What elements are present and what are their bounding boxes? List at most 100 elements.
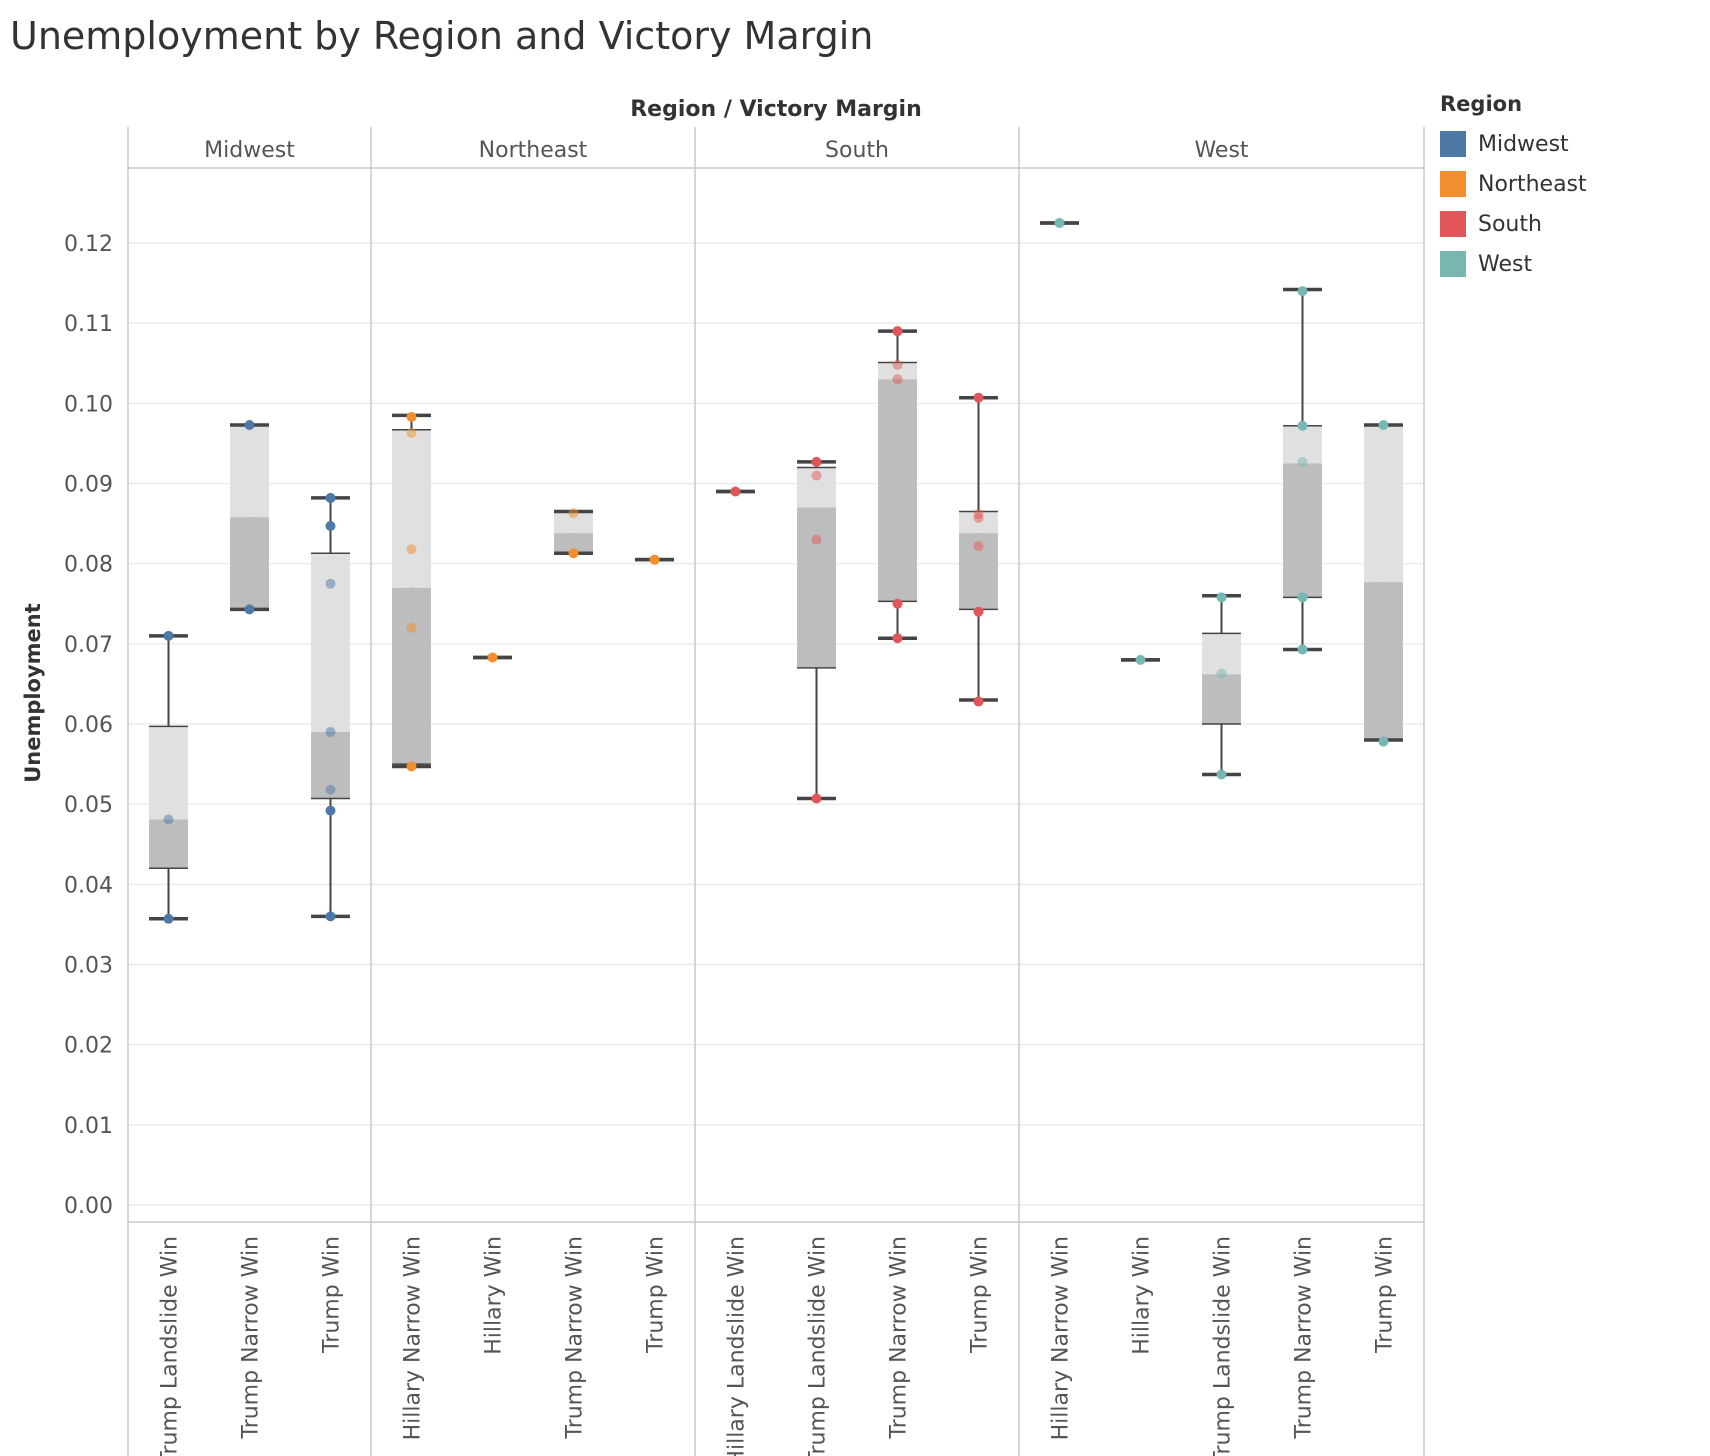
data-point <box>244 604 255 615</box>
legend-swatch-west <box>1440 251 1466 277</box>
data-point <box>649 554 660 565</box>
x-tick-label: Hillary Win <box>482 1236 507 1355</box>
x-tick-label: Trump Win <box>320 1236 345 1354</box>
data-point <box>568 548 579 559</box>
data-point <box>406 761 417 772</box>
data-point <box>1297 592 1308 603</box>
box-lower <box>1364 582 1403 741</box>
box-lower <box>1283 463 1322 598</box>
data-point <box>811 456 822 467</box>
x-tick-label: Hillary Landslide Win <box>725 1236 750 1456</box>
legend-swatch-midwest <box>1440 131 1466 157</box>
x-tick-label: Trump Win <box>1373 1236 1398 1354</box>
data-point <box>406 427 417 438</box>
box-lower <box>797 507 836 668</box>
legend-label-west: West <box>1478 251 1533 277</box>
y-tick-label: 0.01 <box>64 1114 113 1139</box>
x-tick-label: Hillary Win <box>1130 1236 1155 1355</box>
legend: Region Midwest Northeast South West <box>1440 92 1587 284</box>
data-point <box>325 784 336 795</box>
x-tick-label: Hillary Narrow Win <box>1049 1236 1074 1440</box>
box-lower <box>554 533 593 554</box>
box-upper <box>1364 424 1403 583</box>
legend-label-south: South <box>1478 211 1542 237</box>
y-axis-title: Unemployment <box>21 603 45 783</box>
box-upper <box>1202 633 1241 675</box>
data-point <box>1216 769 1227 780</box>
x-tick-label: Trump Landslide Win <box>806 1236 831 1456</box>
data-point <box>973 541 984 552</box>
x-tick-label: Trump Narrow Win <box>1292 1236 1317 1440</box>
box-upper <box>554 511 593 534</box>
data-point <box>406 411 417 422</box>
data-point <box>1216 668 1227 679</box>
data-point <box>487 652 498 663</box>
box-upper <box>878 362 917 380</box>
x-tick-label: Trump Narrow Win <box>563 1236 588 1440</box>
data-point <box>1297 644 1308 655</box>
panel-header-northeast: Northeast <box>479 138 588 163</box>
data-point <box>973 606 984 617</box>
data-point <box>811 793 822 804</box>
x-tick-label: Trump Narrow Win <box>239 1236 264 1440</box>
data-point <box>892 598 903 609</box>
y-tick-label: 0.06 <box>64 713 113 738</box>
box-lower <box>149 819 188 869</box>
x-tick-label: Trump Win <box>968 1236 993 1354</box>
data-point <box>1054 217 1065 228</box>
legend-swatch-northeast <box>1440 171 1466 197</box>
x-tick-label: Trump Win <box>644 1236 669 1354</box>
y-tick-label: 0.02 <box>64 1034 113 1059</box>
panel-header-midwest: Midwest <box>204 138 295 163</box>
x-tick-label: Trump Landslide Win <box>1211 1236 1236 1456</box>
data-point <box>892 326 903 337</box>
data-point <box>406 544 417 555</box>
panel-header-west: West <box>1194 138 1248 163</box>
box-lower <box>230 517 269 610</box>
legend-label-midwest: Midwest <box>1478 131 1569 157</box>
legend-item-west[interactable]: West <box>1440 244 1587 284</box>
y-tick-label: 0.03 <box>64 954 113 979</box>
y-tick-label: 0.07 <box>64 633 113 658</box>
chart-title: Unemployment by Region and Victory Margi… <box>10 14 874 58</box>
data-point <box>325 578 336 589</box>
data-point <box>1378 419 1389 430</box>
y-tick-label: 0.04 <box>64 873 113 898</box>
data-point <box>811 470 822 481</box>
box-lower <box>878 379 917 602</box>
legend-item-midwest[interactable]: Midwest <box>1440 124 1587 164</box>
data-point <box>244 419 255 430</box>
data-point <box>730 486 741 497</box>
box-upper <box>230 424 269 518</box>
data-point <box>325 520 336 531</box>
y-tick-label: 0.05 <box>64 793 113 818</box>
data-point <box>973 392 984 403</box>
data-point <box>1378 736 1389 747</box>
data-point <box>892 374 903 385</box>
data-point <box>163 630 174 641</box>
y-tick-label: 0.09 <box>64 473 113 498</box>
data-point <box>892 359 903 370</box>
x-tick-label: Hillary Narrow Win <box>401 1236 426 1440</box>
x-tick-label: Trump Narrow Win <box>887 1236 912 1440</box>
data-point <box>892 633 903 644</box>
data-point <box>568 508 579 519</box>
data-point <box>1135 654 1146 665</box>
data-point <box>325 911 336 922</box>
legend-item-northeast[interactable]: Northeast <box>1440 164 1587 204</box>
data-point <box>1297 456 1308 467</box>
data-point <box>325 727 336 738</box>
y-tick-label: 0.11 <box>64 312 113 337</box>
y-tick-label: 0.08 <box>64 553 113 578</box>
data-point <box>1297 286 1308 297</box>
x-tick-label: Trump Landslide Win <box>158 1236 183 1456</box>
y-tick-label: 0.12 <box>64 232 113 257</box>
data-point <box>1216 592 1227 603</box>
legend-item-south[interactable]: South <box>1440 204 1587 244</box>
data-point <box>325 492 336 503</box>
data-point <box>163 814 174 825</box>
data-point <box>1297 420 1308 431</box>
column-header: Region / Victory Margin <box>630 97 922 122</box>
box-lower <box>1202 674 1241 724</box>
